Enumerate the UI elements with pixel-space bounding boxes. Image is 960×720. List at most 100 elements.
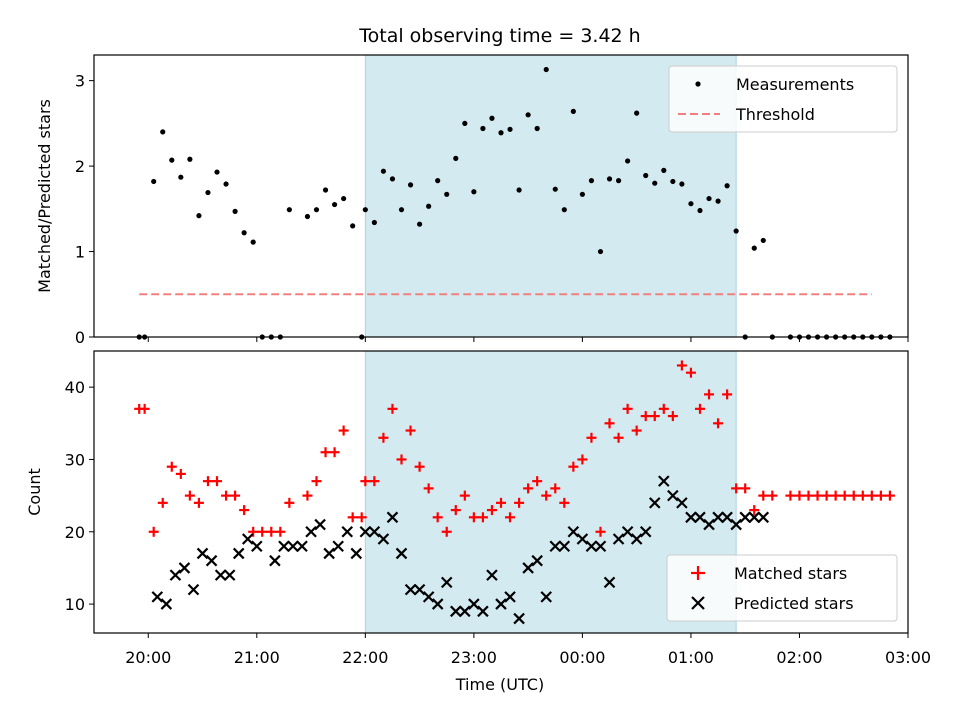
matched-star-point: [595, 526, 606, 537]
matched-star-point: [857, 490, 868, 501]
y-tick-label: 40: [65, 378, 85, 397]
matched-star-point: [875, 490, 886, 501]
matched-star-point: [148, 526, 159, 537]
matched-star-point: [193, 497, 204, 508]
matched-star-point: [496, 497, 506, 508]
measurement-point: [286, 207, 292, 213]
predicted-star-point: [676, 497, 688, 509]
predicted-star-point: [205, 554, 218, 567]
matched-star-point: [740, 483, 751, 494]
predicted-star-point: [639, 525, 652, 538]
measurement-point: [688, 201, 694, 207]
predicted-star-point: [739, 511, 751, 524]
y-tick-label: 1: [75, 243, 85, 262]
measurement-point: [516, 187, 522, 193]
predicted-star-point: [648, 497, 661, 509]
matched-star-point: [866, 490, 877, 501]
matched-star-point: [414, 461, 425, 472]
predicted-star-point: [404, 583, 417, 596]
predicted-star-point: [359, 525, 372, 538]
measurement-point: [543, 66, 549, 73]
matched-star-point: [676, 360, 687, 371]
measurement-point: [552, 186, 558, 192]
top-y-ticks: 0 1 2 3: [75, 72, 94, 347]
measurement-point: [652, 180, 658, 186]
matched-star-point: [640, 411, 651, 422]
x-tick-label: 01:00: [668, 648, 714, 667]
measurement-point: [462, 120, 468, 126]
predicted-star-point: [477, 605, 489, 618]
matched-star-point: [839, 490, 850, 501]
measurement-point: [715, 198, 721, 204]
predicted-star-point: [594, 540, 607, 553]
measurement-point: [223, 181, 229, 187]
predicted-star-point: [386, 511, 399, 524]
matched-star-point: [284, 497, 295, 508]
measurement-point: [615, 178, 622, 184]
measurement-point: [160, 129, 166, 135]
measurement-point: [426, 203, 432, 209]
measurement-point: [187, 156, 193, 162]
matched-star-point: [731, 483, 742, 494]
measurement-point: [232, 208, 238, 214]
matched-star-point: [541, 490, 552, 501]
legend-predicted-marker: [691, 596, 705, 610]
bottom-y-axis-label: Count: [25, 468, 44, 516]
x-tick-label: 20:00: [125, 648, 171, 667]
predicted-star-point: [685, 511, 697, 524]
predicted-star-point: [576, 533, 589, 545]
matched-star-point: [396, 454, 407, 465]
predicted-star-point: [296, 540, 308, 553]
matched-star-point: [248, 526, 259, 537]
matched-star-point: [794, 490, 805, 501]
measurement-point: [751, 245, 757, 251]
matched-star-point: [694, 403, 705, 414]
top-y-axis-label: Matched/Predicted stars: [35, 99, 54, 293]
matched-star-point: [387, 403, 398, 414]
matched-star-point: [812, 490, 823, 501]
y-tick-label: 2: [75, 157, 85, 176]
predicted-star-point: [232, 547, 245, 560]
y-tick-label: 3: [75, 72, 85, 91]
measurement-point: [634, 110, 640, 116]
predicted-star-point: [658, 475, 670, 487]
predicted-star-point: [341, 525, 354, 538]
legend-measurements-marker: [695, 81, 701, 87]
predicted-star-point: [287, 540, 299, 553]
matched-star-point: [477, 512, 488, 523]
matched-star-point: [212, 476, 223, 487]
measurement-point: [498, 130, 504, 136]
matched-star-point: [767, 490, 778, 501]
x-axis-label: Time (UTC): [455, 675, 544, 694]
predicted-star-point: [585, 540, 598, 553]
matched-star-point: [550, 483, 561, 494]
chart-title: Total observing time = 3.42 h: [358, 25, 640, 47]
x-tick-label: 23:00: [451, 648, 497, 667]
matched-star-point: [329, 447, 340, 458]
matched-star-point: [559, 497, 570, 508]
predicted-star-point: [540, 591, 553, 603]
measurement-point: [250, 239, 256, 245]
predicted-star-point: [522, 562, 534, 574]
predicted-star-point: [350, 547, 363, 560]
predicted-star-point: [422, 591, 435, 603]
measurement-point: [350, 223, 356, 229]
measurement-point: [453, 155, 459, 161]
measurement-point: [151, 178, 157, 185]
predicted-star-point: [513, 612, 525, 625]
matched-star-point: [257, 526, 268, 537]
measurement-point: [205, 189, 211, 196]
measurement-point: [407, 182, 414, 188]
predicted-star-point: [621, 525, 634, 538]
matched-star-point: [360, 476, 371, 487]
measurement-point: [304, 213, 311, 220]
matched-star-point: [830, 490, 841, 501]
predicted-star-point: [241, 533, 254, 545]
measurement-point: [525, 112, 531, 118]
predicted-star-point: [712, 511, 724, 524]
matched-star-point: [758, 490, 769, 501]
matched-star-point: [713, 418, 724, 429]
predicted-star-point: [721, 511, 733, 524]
measurement-point: [606, 176, 613, 182]
